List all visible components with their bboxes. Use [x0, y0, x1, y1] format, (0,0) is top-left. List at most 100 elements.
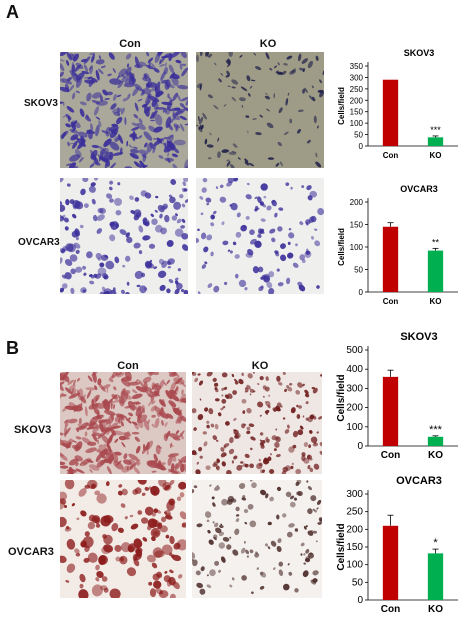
stained-cell: [315, 161, 322, 168]
stained-cell: [277, 282, 284, 287]
stained-cell: [161, 544, 173, 555]
stained-cell: [280, 243, 286, 249]
micrograph-a-ovcar3-ko-svg: [196, 178, 324, 294]
stained-cell: [245, 215, 250, 220]
stained-cell: [315, 55, 319, 61]
stained-cell: [161, 55, 170, 59]
stained-cell: [225, 60, 231, 66]
stained-cell: [215, 465, 220, 471]
stained-cell: [173, 139, 186, 146]
stained-cell: [209, 484, 212, 487]
stained-cell: [204, 407, 209, 412]
stained-cell: [60, 381, 64, 392]
stained-cell: [89, 280, 95, 285]
stained-cell: [124, 415, 129, 421]
stained-cell: [314, 240, 321, 247]
y-tick-label: 200: [350, 198, 364, 207]
stained-cell: [153, 391, 160, 397]
stained-cell: [202, 431, 207, 435]
stained-cell: [273, 406, 278, 412]
stained-cell: [267, 521, 272, 526]
stained-cell: [106, 466, 112, 474]
stained-cell: [75, 62, 84, 70]
stained-cell: [215, 388, 219, 393]
stained-cell: [71, 503, 75, 507]
stained-cell: [206, 574, 209, 577]
stained-cell: [85, 447, 97, 453]
stained-cell: [155, 195, 159, 199]
stained-cell: [220, 556, 226, 563]
stained-cell: [275, 428, 278, 431]
stained-cell: [231, 577, 235, 581]
stained-cell: [288, 571, 293, 576]
stained-cell: [170, 554, 175, 558]
stained-cell: [220, 447, 225, 452]
stained-cell: [157, 460, 162, 469]
stained-cell: [264, 543, 269, 547]
stained-cell: [296, 414, 301, 419]
stained-cell: [112, 68, 116, 73]
stained-cell: [316, 431, 319, 434]
stained-cell: [318, 416, 322, 420]
stained-cell: [141, 103, 148, 108]
stained-cell: [258, 462, 263, 467]
stained-cell: [312, 530, 317, 534]
stained-cell: [126, 71, 129, 76]
stained-cell: [128, 458, 137, 468]
stained-cell: [298, 53, 302, 62]
stained-cell: [159, 64, 166, 67]
stained-cell: [154, 224, 163, 233]
stained-cell: [71, 61, 75, 72]
stained-cell: [99, 94, 104, 102]
stained-cell: [67, 141, 70, 147]
stained-cell: [120, 107, 125, 115]
stained-cell: [227, 178, 235, 184]
stained-cell: [176, 282, 183, 290]
stained-cell: [273, 93, 275, 99]
stained-cell: [269, 228, 276, 234]
x-tick-label: KO: [430, 297, 442, 306]
stained-cell: [134, 56, 140, 68]
stained-cell: [69, 84, 75, 91]
micrograph-a-skov3-ko-svg: [196, 52, 324, 168]
stained-cell: [259, 585, 265, 590]
stained-cell: [288, 232, 295, 239]
stained-cell: [109, 198, 114, 203]
stained-cell: [249, 393, 252, 396]
stained-cell: [64, 427, 71, 436]
stained-cell: [68, 384, 76, 391]
stained-cell: [296, 480, 302, 485]
stained-cell: [259, 376, 264, 381]
stained-cell: [310, 495, 317, 502]
stained-cell: [181, 522, 186, 528]
stained-cell: [312, 508, 316, 512]
stained-cell: [175, 430, 180, 435]
stained-cell: [260, 183, 268, 191]
y-tick-label: 250: [350, 85, 364, 94]
stained-cell: [234, 273, 239, 279]
stained-cell: [150, 405, 157, 412]
stained-cell: [179, 393, 186, 404]
stained-cell: [289, 118, 293, 124]
stained-cell: [121, 488, 128, 496]
stained-cell: [166, 239, 174, 248]
stained-cell: [226, 544, 232, 550]
stained-cell: [145, 64, 155, 70]
stained-cell: [213, 461, 219, 466]
stained-cell: [88, 464, 100, 471]
stained-cell: [295, 389, 301, 395]
stained-cell: [91, 515, 101, 524]
y-tick-label: 150: [346, 542, 363, 553]
stained-cell: [261, 203, 267, 208]
stained-cell: [78, 417, 82, 425]
stained-cell: [146, 52, 150, 57]
stained-cell: [305, 401, 309, 405]
stained-cell: [173, 201, 182, 210]
stained-cell: [99, 207, 106, 215]
stained-cell: [122, 264, 126, 268]
stained-cell: [302, 383, 305, 387]
stained-cell: [311, 386, 315, 390]
stained-cell: [106, 193, 113, 199]
stained-cell: [172, 92, 178, 101]
stained-cell: [252, 118, 257, 120]
